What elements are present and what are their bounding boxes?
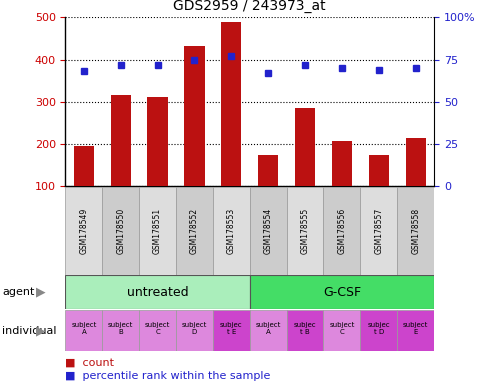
Bar — [360, 187, 396, 275]
Text: GSM178549: GSM178549 — [79, 208, 88, 254]
Bar — [396, 187, 433, 275]
Bar — [176, 187, 212, 275]
Bar — [110, 96, 131, 186]
Bar — [249, 275, 433, 309]
Text: agent: agent — [2, 287, 35, 297]
Text: untreated: untreated — [126, 286, 188, 299]
Text: GSM178550: GSM178550 — [116, 208, 125, 254]
Bar — [323, 310, 360, 351]
Bar — [396, 310, 433, 351]
Bar — [212, 187, 249, 275]
Text: subject
C: subject C — [329, 322, 354, 335]
Bar — [65, 310, 102, 351]
Text: subject
A: subject A — [255, 322, 280, 335]
Bar — [286, 310, 323, 351]
Text: GSM178558: GSM178558 — [410, 208, 419, 254]
Text: ▶: ▶ — [36, 286, 46, 299]
Bar — [221, 22, 241, 186]
Bar — [65, 187, 102, 275]
Text: ■  percentile rank within the sample: ■ percentile rank within the sample — [65, 371, 270, 381]
Bar — [74, 146, 94, 186]
Text: subject
A: subject A — [71, 322, 96, 335]
Text: subject
E: subject E — [402, 322, 427, 335]
Text: ▶: ▶ — [36, 324, 46, 337]
Bar — [102, 187, 139, 275]
Bar — [139, 310, 176, 351]
Text: G-CSF: G-CSF — [322, 286, 360, 299]
Bar — [257, 155, 278, 186]
Bar — [249, 310, 286, 351]
Text: subjec
t E: subjec t E — [220, 322, 242, 335]
Bar — [331, 141, 351, 186]
Text: subject
C: subject C — [145, 322, 170, 335]
Title: GDS2959 / 243973_at: GDS2959 / 243973_at — [173, 0, 325, 13]
Bar — [405, 138, 425, 186]
Text: GSM178556: GSM178556 — [337, 208, 346, 254]
Bar — [176, 310, 212, 351]
Text: subject
D: subject D — [182, 322, 207, 335]
Bar — [212, 310, 249, 351]
Text: GSM178552: GSM178552 — [190, 208, 198, 254]
Text: subjec
t D: subjec t D — [367, 322, 389, 335]
Bar — [360, 310, 396, 351]
Bar — [65, 275, 249, 309]
Bar — [184, 46, 204, 186]
Text: GSM178551: GSM178551 — [153, 208, 162, 254]
Bar — [102, 310, 139, 351]
Bar — [147, 97, 167, 186]
Bar — [294, 108, 315, 186]
Text: GSM178553: GSM178553 — [227, 208, 235, 254]
Bar — [139, 187, 176, 275]
Text: GSM178557: GSM178557 — [374, 208, 382, 254]
Text: ■  count: ■ count — [65, 358, 114, 368]
Text: subject
B: subject B — [108, 322, 133, 335]
Text: GSM178554: GSM178554 — [263, 208, 272, 254]
Bar — [286, 187, 323, 275]
Bar — [368, 156, 388, 186]
Bar — [323, 187, 360, 275]
Text: GSM178555: GSM178555 — [300, 208, 309, 254]
Bar — [249, 187, 286, 275]
Text: subjec
t B: subjec t B — [293, 322, 316, 335]
Text: individual: individual — [2, 326, 57, 336]
